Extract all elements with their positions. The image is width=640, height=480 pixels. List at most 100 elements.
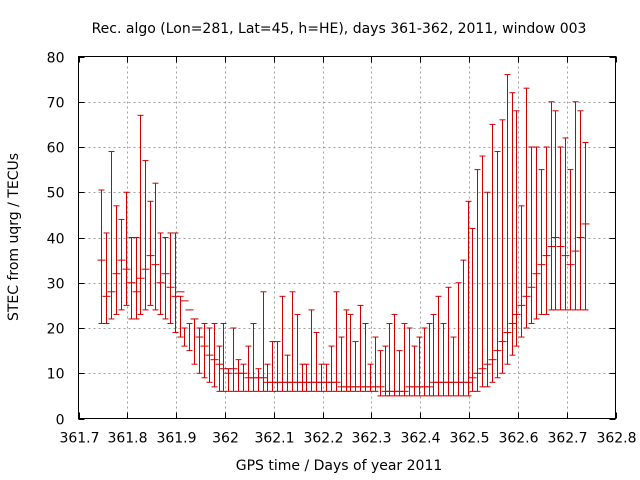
data-point (146, 200, 155, 306)
data-point (278, 295, 287, 392)
data-point (385, 322, 394, 397)
y-tick-label: 30 (47, 277, 65, 293)
y-tick-label: 10 (47, 367, 65, 383)
data-point (581, 141, 590, 311)
data-point (512, 110, 521, 347)
data-point (444, 286, 453, 397)
data-point (429, 313, 438, 397)
chart-title: Rec. algo (Lon=281, Lat=45, h=HE), days … (92, 21, 587, 37)
data-point (244, 345, 253, 392)
data-point (332, 291, 341, 392)
data-point (151, 182, 160, 311)
data-point (522, 87, 531, 329)
data-point (532, 146, 541, 320)
y-tick-label: 40 (47, 232, 65, 248)
data-point (498, 119, 507, 374)
data-point (97, 189, 106, 324)
data-point (464, 200, 473, 397)
x-tick-label: 362 (212, 431, 239, 447)
y-tick-label: 70 (47, 96, 65, 112)
y-tick-label: 0 (56, 413, 65, 429)
x-tick-label: 361.9 (156, 431, 196, 447)
data-point (185, 309, 194, 352)
data-point (488, 123, 497, 383)
data-point (566, 169, 575, 311)
data-point (561, 137, 570, 311)
data-point (537, 169, 546, 315)
data-point (298, 363, 307, 392)
x-tick-label: 361.7 (59, 431, 99, 447)
grid (78, 56, 616, 419)
data-point (127, 237, 136, 320)
data-point (176, 291, 185, 338)
data-point (102, 232, 111, 324)
data-point (156, 232, 165, 315)
data-point (405, 327, 414, 397)
data-point (249, 322, 258, 392)
x-tick-label: 362.2 (303, 431, 343, 447)
data-point (107, 151, 116, 320)
x-tick-label: 362.8 (596, 431, 636, 447)
data-point (517, 205, 526, 338)
data-point (166, 232, 175, 324)
y-tick-label: 20 (47, 322, 65, 338)
data-point (141, 160, 150, 311)
data-point (439, 322, 448, 397)
data-point (551, 110, 560, 311)
data-point (161, 237, 170, 320)
data-point (229, 327, 238, 392)
data-point (503, 74, 512, 365)
data-point (390, 313, 399, 397)
data-point (361, 322, 370, 392)
data-point (571, 101, 580, 311)
data-point (342, 309, 351, 392)
data-point (337, 336, 346, 392)
data-point (434, 295, 443, 397)
x-tick-label: 362.3 (351, 431, 391, 447)
x-tick-label: 361.8 (107, 431, 147, 447)
data-point (454, 282, 463, 397)
x-tick-label: 362.5 (449, 431, 489, 447)
data-point (395, 350, 404, 397)
x-axis-label: GPS time / Days of year 2011 (236, 458, 443, 474)
data-point (317, 363, 326, 392)
data-point (171, 232, 180, 334)
y-axis-label: STEC from uqrg / TECUs (6, 153, 22, 321)
data-point (351, 341, 360, 392)
data-point (210, 322, 219, 388)
x-tick-label: 362.6 (498, 431, 538, 447)
data-point (219, 322, 228, 392)
data-point (254, 368, 263, 392)
data-point (459, 259, 468, 397)
data-point (556, 146, 565, 311)
data-point (547, 101, 556, 311)
data-point (420, 327, 429, 397)
y-tick-label: 60 (47, 141, 65, 157)
data-point (307, 309, 316, 392)
data-point (259, 291, 268, 392)
data-point (136, 114, 145, 315)
data-point (190, 318, 199, 365)
x-tick-label: 362.7 (547, 431, 587, 447)
data-point (195, 327, 204, 374)
data-point (508, 92, 517, 356)
data-point (425, 322, 434, 397)
data-point (117, 218, 126, 311)
data-point (205, 327, 214, 383)
data-point (381, 345, 390, 397)
data-point (239, 363, 248, 392)
data-point (356, 304, 365, 392)
data-point (527, 146, 536, 324)
data-point (493, 151, 502, 379)
y-tick-label: 50 (47, 186, 65, 202)
data-point (473, 169, 482, 392)
y-tick-label: 80 (47, 51, 65, 67)
x-tick-label: 362.1 (254, 431, 294, 447)
data-point (483, 191, 492, 388)
data-point (478, 155, 487, 388)
error-bars (97, 74, 590, 397)
data-point (410, 345, 419, 397)
data-point (180, 300, 189, 347)
x-tick-label: 362.4 (400, 431, 440, 447)
